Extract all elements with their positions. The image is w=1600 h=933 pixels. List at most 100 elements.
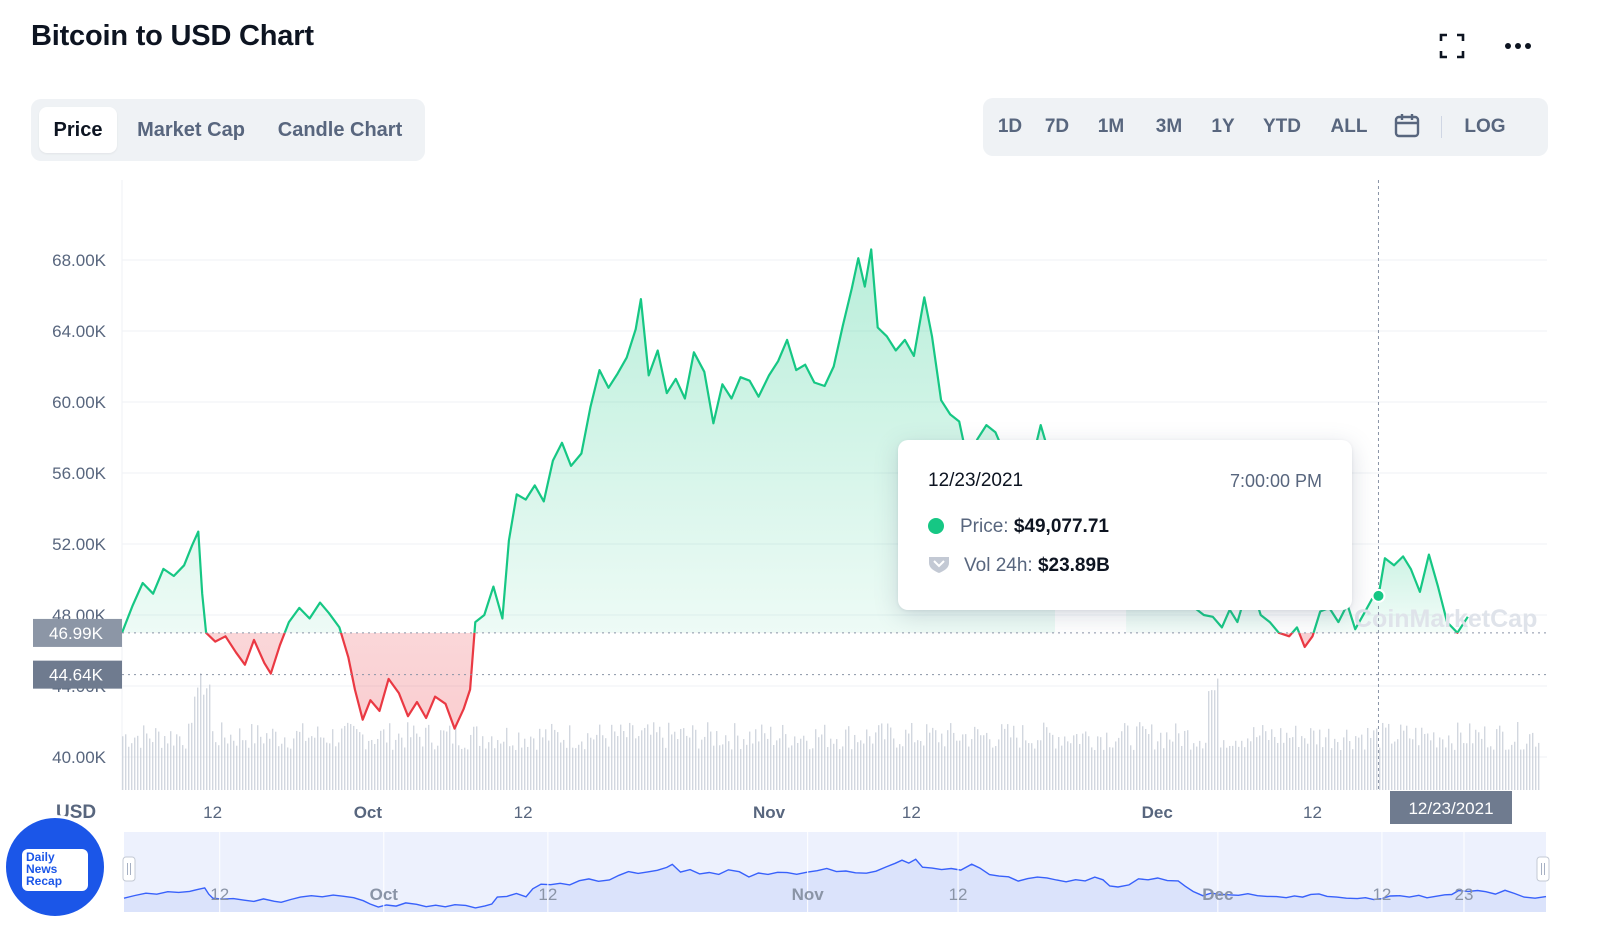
volume-bar [884,739,886,790]
volume-bar [1364,749,1366,790]
volume-bar [680,728,682,790]
volume-bar [398,733,400,790]
volume-bar [665,747,667,790]
volume-bar [203,694,205,790]
navigator-handle-right[interactable] [1536,856,1550,882]
volume-bar [593,739,595,790]
fullscreen-icon[interactable] [1436,30,1468,62]
volume-bar [1130,745,1132,790]
tab-price[interactable]: Price [39,107,117,153]
volume-bar [1286,732,1288,790]
volume-bar [1517,722,1519,790]
volume-bar [542,737,544,790]
log-toggle[interactable]: LOG [1464,116,1506,137]
tab-candle-chart[interactable]: Candle Chart [277,119,403,141]
volume-bar [518,732,520,790]
tab-market-cap[interactable]: Market Cap [137,119,245,141]
navigator-handle-left[interactable] [122,856,136,882]
volume-bar [1088,736,1090,790]
volume-bar [236,745,238,790]
volume-bar [464,747,466,790]
range-1y[interactable]: 1Y [1211,116,1235,137]
volume-bar [1157,741,1159,790]
volume-bar [437,745,439,790]
range-all[interactable]: ALL [1330,116,1368,137]
tooltip-time: 7:00:00 PM [1229,471,1322,491]
volume-bar [260,736,262,790]
tooltip-price-label: Price: [960,516,1009,537]
volume-bar [500,743,502,790]
range-3m[interactable]: 3M [1155,116,1183,137]
volume-bar [617,736,619,790]
more-icon[interactable] [1502,30,1534,62]
volume-bar [647,724,649,790]
volume-bar [395,739,397,790]
volume-bar [263,743,265,790]
volume-bar [353,725,355,790]
badge-line-3: Recap [26,874,63,888]
volume-bar [404,747,406,790]
volume-bar [1448,735,1450,790]
volume-bar [434,749,436,790]
volume-bar [953,732,955,790]
navigator-tick-label: 12 [1372,885,1391,904]
volume-bar [272,728,274,790]
volume-bar [674,731,676,790]
volume-bar [902,746,904,790]
volume-bar [485,748,487,790]
volume-bar [245,740,247,790]
volume-bar [1538,742,1540,790]
y-tick-label: 60.00K [52,393,107,412]
volume-bar [1232,745,1234,790]
price-area-down [206,632,475,729]
volume-bar [1280,728,1282,790]
badge-text: Daily News Recap [26,851,82,887]
volume-bar [1124,723,1126,790]
volume-bar [824,724,826,790]
volume-bar [1361,734,1363,790]
volume-bar [707,722,709,790]
volume-bar [482,736,484,790]
volume-bar [1418,745,1420,790]
volume-bar [605,738,607,790]
volume-bar [533,738,535,790]
x-tick-label: 12 [902,803,921,822]
volume-bar [1349,741,1351,790]
volume-bar [494,748,496,790]
volume-bar [1058,737,1060,790]
price-line-down [122,632,476,730]
volume-bar [311,736,313,790]
volume-bar [1331,748,1333,790]
volume-bar [1400,724,1402,790]
volume-bar [1070,743,1072,790]
volume-bar [1499,725,1501,790]
volume-bar [839,749,841,790]
volume-bar [857,742,859,790]
range-ytd[interactable]: YTD [1263,116,1301,137]
volume-bar [1526,743,1528,790]
volume-bar [635,738,637,790]
volume-bar [791,745,793,790]
volume-bar [1076,734,1078,790]
volume-bar [158,731,160,790]
x-tick-label: 12 [1303,803,1322,822]
volume-bar [1424,733,1426,790]
volume-bar [1073,735,1075,790]
volume-bar [1340,749,1342,790]
volume-bar [506,727,508,790]
volume-bar [125,734,127,790]
range-1m[interactable]: 1M [1097,116,1125,137]
volume-bar [1037,740,1039,790]
volume-bar [479,745,481,790]
volume-bar [989,739,991,790]
calendar-icon[interactable] [1387,98,1427,156]
volume-bar [365,749,367,790]
range-7d[interactable]: 7D [1044,116,1070,137]
cursor-date-label: 12/23/2021 [1408,799,1493,818]
volume-bar [410,737,412,790]
volume-bar [536,749,538,790]
volume-bar [1490,746,1492,790]
range-1d[interactable]: 1D [997,116,1023,137]
volume-bar [800,738,802,790]
volume-bar [215,742,217,790]
